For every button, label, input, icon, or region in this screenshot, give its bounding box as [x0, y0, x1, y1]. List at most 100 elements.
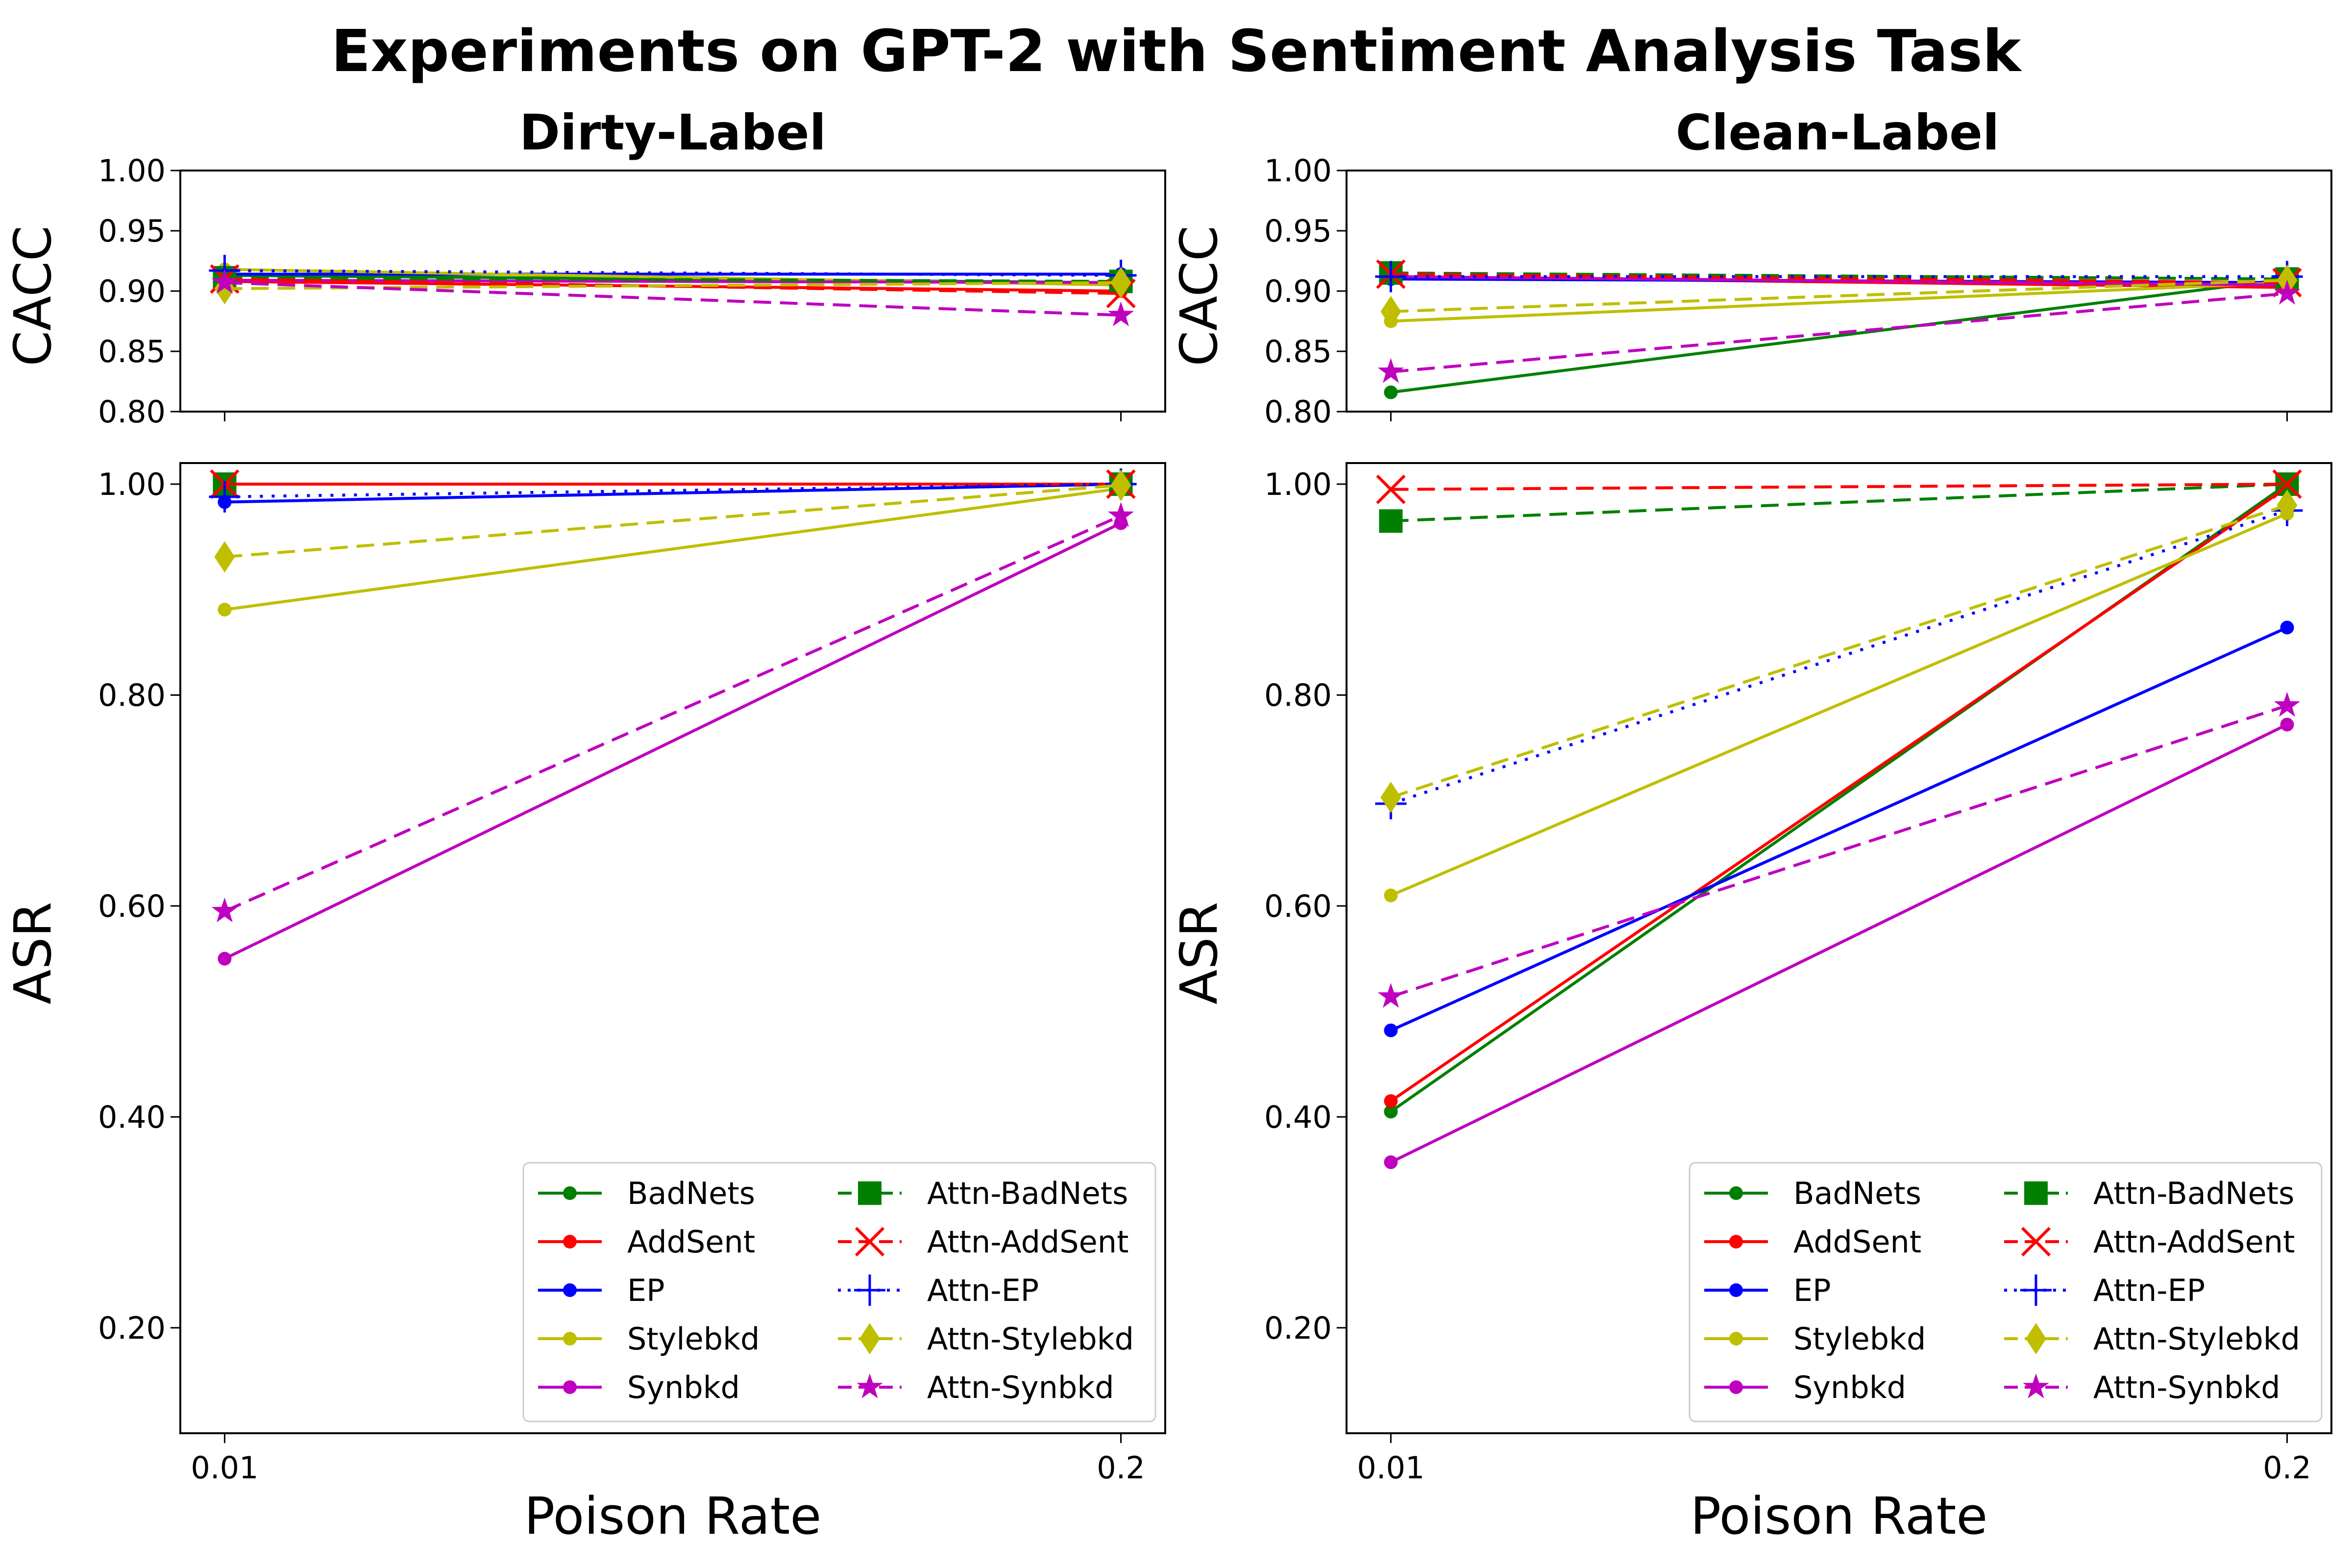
legend-label: Attn-AddSent [927, 1224, 1128, 1260]
y-axis-label: ASR [1169, 902, 1229, 1004]
series-addsent [218, 477, 1128, 491]
y-tick-label: 0.80 [1264, 677, 1332, 713]
legend-entry-attn-stylebkd: Attn-Stylebkd [838, 1321, 1134, 1357]
marker-attn-stylebkd [1380, 295, 1401, 327]
series-stylebkd [218, 481, 1128, 617]
legend-entry-stylebkd: Stylebkd [538, 1321, 760, 1357]
legend-entry-badnets: BadNets [538, 1176, 755, 1211]
legend-entry-stylebkd: Stylebkd [1704, 1321, 1926, 1357]
legend-entry-attn-badnets: Attn-BadNets [838, 1176, 1128, 1211]
marker-attn-synbkd [857, 1373, 883, 1398]
marker-attn-stylebkd [1380, 782, 1401, 813]
y-tick-label: 1.00 [1264, 153, 1332, 189]
series-line-attn-synbkd [1390, 704, 2288, 998]
legend-entry-attn-addsent: Attn-AddSent [2004, 1224, 2295, 1260]
y-tick-label: 0.60 [98, 888, 166, 924]
series-line-attn-badnets [1391, 271, 2287, 281]
y-tick-label: 0.85 [1264, 334, 1332, 369]
x-tick-label: 0.01 [1357, 1450, 1424, 1486]
marker-attn-synbkd [1107, 301, 1134, 326]
marker-badnets [1384, 385, 1398, 399]
marker-attn-stylebkd [214, 541, 235, 573]
marker-synbkd [218, 952, 232, 966]
y-tick-label: 0.90 [1264, 273, 1332, 309]
series-line-attn-synbkd [1391, 292, 2287, 373]
series-attn-ep [1375, 494, 2303, 820]
legend-entry-ep: EP [538, 1273, 665, 1308]
marker-attn-synbkd [1377, 983, 1404, 1008]
legend-label: Attn-EP [927, 1273, 1039, 1308]
series-attn-synbkd [1377, 692, 2301, 1008]
marker-stylebkd [1729, 1332, 1743, 1346]
legend-entry-attn-stylebkd: Attn-Stylebkd [2004, 1321, 2300, 1357]
marker-attn-badnets [858, 1181, 882, 1205]
series-line-synbkd [1390, 723, 2288, 1164]
y-tick-label: 0.60 [1264, 888, 1332, 924]
series-attn-stylebkd [1380, 490, 2298, 813]
series-line-attn-synbkd [224, 514, 1122, 913]
legend-label: BadNets [627, 1176, 755, 1211]
y-tick-label: 0.40 [1264, 1099, 1332, 1135]
series-attn-synbkd [1377, 279, 2301, 383]
legend-entry-attn-addsent: Attn-AddSent [838, 1224, 1128, 1260]
legend-entry-attn-synbkd: Attn-Synbkd [2004, 1370, 2280, 1405]
y-axis-label: ASR [3, 902, 63, 1004]
legend-label: AddSent [1793, 1224, 1921, 1260]
series-ep [1384, 620, 2294, 1037]
legend-entry-attn-ep: Attn-EP [2004, 1273, 2205, 1308]
marker-attn-stylebkd [1110, 267, 1131, 298]
series-line-attn-addsent [224, 277, 1121, 295]
series-line-badnets [1391, 277, 2287, 394]
marker-attn-synbkd [1107, 502, 1134, 527]
marker-attn-addsent [2272, 469, 2302, 499]
figure-title: Experiments on GPT-2 with Sentiment Anal… [331, 17, 2022, 85]
series-line-attn-stylebkd [224, 484, 1121, 559]
legend-entry-attn-badnets: Attn-BadNets [2004, 1176, 2294, 1211]
legend-label: Attn-EP [2093, 1273, 2205, 1308]
series-line-addsent [1390, 486, 2288, 1102]
series-line-attn-badnets [224, 276, 1121, 283]
legend-label: BadNets [1793, 1176, 1921, 1211]
legend-label: EP [627, 1273, 665, 1308]
legend-label: Attn-Synbkd [927, 1370, 1114, 1405]
marker-stylebkd [1384, 888, 1398, 903]
legend-label: Attn-Stylebkd [927, 1321, 1134, 1357]
series-line-stylebkd [224, 487, 1121, 612]
legend-entry-addsent: AddSent [538, 1224, 755, 1260]
y-tick-label: 0.20 [1264, 1310, 1332, 1346]
marker-stylebkd [563, 1332, 577, 1346]
marker-attn-badnets [1379, 509, 1403, 533]
x-tick-label: 0.2 [2263, 1450, 2311, 1486]
marker-attn-synbkd [2274, 279, 2301, 305]
panel-clean-asr: 0.20 0.40 0.60 0.80 1.00 0.01 0.2 ASR Poison Rat… [1169, 462, 2332, 1546]
marker-badnets [1729, 1186, 1743, 1200]
marker-attn-stylebkd [2277, 490, 2298, 521]
series-stylebkd [1384, 507, 2294, 903]
legend-label: Attn-BadNets [2093, 1176, 2294, 1211]
marker-attn-addsent [855, 1226, 885, 1257]
marker-ep [2280, 620, 2294, 635]
y-tick-label: 0.95 [1264, 213, 1332, 249]
series-addsent [1384, 480, 2294, 1108]
x-tick-label: 0.01 [191, 1450, 258, 1486]
legend-dirty-asr: BadNets AddSent EP Stylebkd Synbkd Attn-BadNe… [522, 1162, 1156, 1422]
y-tick-label: 0.85 [98, 334, 166, 369]
y-axis-label: CACC [3, 225, 63, 366]
legend-entry-synbkd: Synbkd [1704, 1370, 1906, 1405]
legend-label: Stylebkd [627, 1321, 760, 1357]
y-tick-label: 0.80 [98, 394, 166, 430]
marker-attn-badnets [2024, 1181, 2048, 1205]
legend-label: Synbkd [1793, 1370, 1906, 1405]
y-tick-label: 0.20 [98, 1310, 166, 1346]
series-line-attn-ep [224, 269, 1121, 277]
series-line-attn-ep [1390, 509, 2288, 806]
y-tick-label: 0.90 [98, 273, 166, 309]
series-line-synbkd [224, 521, 1122, 960]
legend-clean-asr: BadNets AddSent EP Stylebkd Synbkd Attn-BadNe… [1689, 1162, 2323, 1422]
series-line-stylebkd [1390, 512, 2288, 897]
legend-entry-attn-synbkd: Attn-Synbkd [838, 1370, 1114, 1405]
series-badnets [1384, 272, 2294, 399]
y-tick-label: 1.00 [1264, 466, 1332, 502]
series-attn-badnets [1379, 472, 2299, 533]
